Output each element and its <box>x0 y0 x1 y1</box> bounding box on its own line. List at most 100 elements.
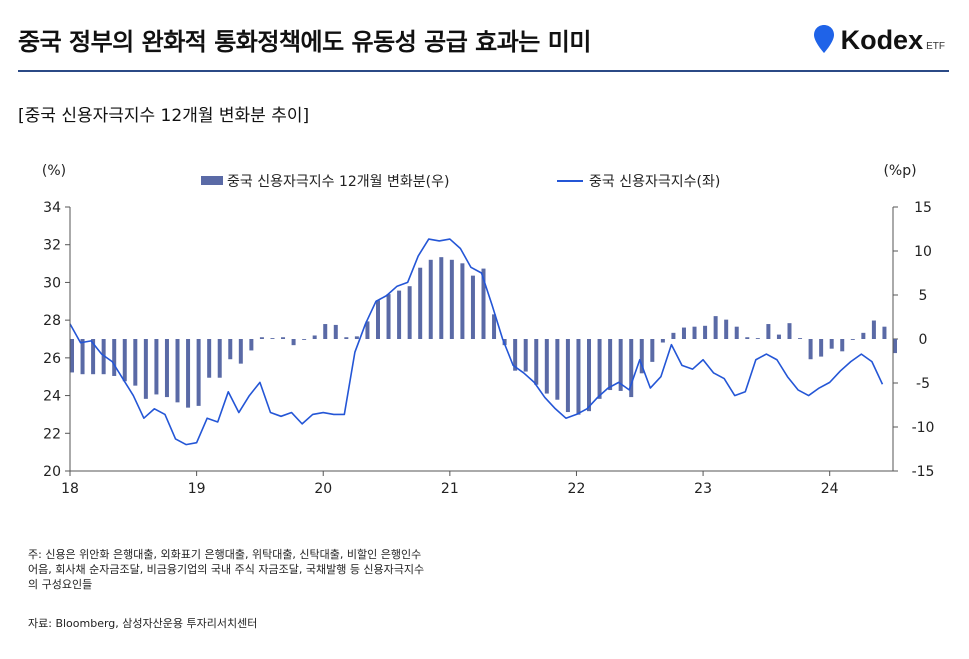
bar <box>365 321 370 339</box>
bar <box>861 332 866 339</box>
bar <box>291 339 296 346</box>
bar <box>798 338 803 339</box>
bar <box>196 339 201 406</box>
bar <box>101 339 106 375</box>
bar <box>597 339 602 399</box>
bar <box>650 339 655 362</box>
bar <box>576 339 581 415</box>
kodex-logo: Kodex ETF <box>813 24 945 54</box>
bar <box>871 320 876 339</box>
left-tick-label: 26 <box>43 351 61 367</box>
bar <box>344 337 349 339</box>
note-line: 주: 신용은 위안화 은행대출, 외화표기 은행대출, 위탁대출, 신탁대출, … <box>28 548 422 561</box>
right-axis-ticks: -15 -10 -5 0 5 10 15 <box>893 200 934 480</box>
bar <box>397 290 402 339</box>
bar <box>523 339 528 372</box>
right-tick-label: 10 <box>914 244 932 260</box>
left-tick-label: 24 <box>43 389 61 405</box>
note-line: 의 구성요인들 <box>28 578 93 591</box>
bar <box>175 339 180 403</box>
bar <box>893 339 897 354</box>
x-tick-label: 22 <box>568 481 586 497</box>
left-tick-label: 34 <box>43 200 61 216</box>
bar <box>787 323 792 339</box>
bar <box>354 336 359 339</box>
bar <box>238 339 243 364</box>
x-axis-ticks: 18 19 20 21 22 23 24 <box>61 471 839 497</box>
bar <box>386 294 391 339</box>
bar <box>660 339 665 343</box>
x-tick-label: 20 <box>314 481 332 497</box>
x-tick-label: 23 <box>694 481 712 497</box>
bar <box>734 326 739 339</box>
x-tick-label: 24 <box>821 481 839 497</box>
chart-source: 자료: Bloomberg, 삼성자산운용 투자리서치센터 <box>28 617 258 630</box>
bar <box>186 339 191 408</box>
page-title: 중국 정부의 완화적 통화정책에도 유동성 공급 효과는 미미 <box>18 28 591 56</box>
bar <box>671 332 676 339</box>
bar <box>281 337 286 339</box>
right-tick-label: 15 <box>914 200 932 216</box>
bar <box>439 257 444 339</box>
bar <box>312 335 317 339</box>
bar <box>513 339 518 371</box>
bar <box>428 259 433 339</box>
left-tick-label: 32 <box>43 238 61 254</box>
bar <box>840 339 845 352</box>
logo-text: Kodex <box>840 25 924 55</box>
bar <box>724 319 729 339</box>
bar <box>808 339 813 360</box>
bar <box>703 325 708 339</box>
legend-line-label: 중국 신용자극지수(좌) <box>589 174 720 190</box>
chart-note: 주: 신용은 위안화 은행대출, 외화표기 은행대출, 위탁대출, 신탁대출, … <box>28 547 424 592</box>
bar <box>70 339 74 373</box>
location-pin-icon <box>813 25 834 53</box>
bar <box>882 326 887 339</box>
bar <box>745 337 750 339</box>
right-tick-label: 5 <box>919 288 928 304</box>
bar <box>819 339 824 357</box>
left-tick-label: 20 <box>43 464 61 480</box>
left-tick-label: 22 <box>43 426 61 442</box>
bar <box>755 338 760 339</box>
bar <box>133 339 138 386</box>
bar <box>207 339 212 378</box>
bar <box>217 339 222 378</box>
bar <box>143 339 148 399</box>
bar <box>418 267 423 339</box>
bar <box>154 339 159 395</box>
bar <box>91 339 96 375</box>
note-line: 어음, 회사채 순자금조달, 비금융기업의 국내 주식 자금조달, 국채발행 등… <box>28 563 425 576</box>
right-tick-label: -15 <box>912 464 935 480</box>
bar <box>228 339 233 360</box>
bar <box>534 339 539 385</box>
bar <box>766 324 771 339</box>
legend-bar-swatch <box>201 176 223 185</box>
bar <box>249 339 254 351</box>
bar <box>555 339 560 400</box>
left-tick-label: 30 <box>43 275 61 291</box>
right-tick-label: -5 <box>916 376 930 392</box>
bar <box>449 259 454 339</box>
bar <box>692 326 697 339</box>
x-tick-label: 21 <box>441 481 459 497</box>
bar-series <box>70 257 897 415</box>
logo-suffix: ETF <box>926 41 945 52</box>
bar <box>681 327 686 339</box>
bar <box>639 339 644 374</box>
bar <box>270 338 275 339</box>
bar <box>776 334 781 339</box>
bar <box>587 339 592 412</box>
bar <box>460 263 465 339</box>
bar <box>259 337 264 339</box>
left-axis-ticks: 20 22 24 26 28 30 32 34 <box>43 200 70 480</box>
left-axis-unit: (%) <box>42 163 66 179</box>
bar <box>565 339 570 413</box>
chart-subtitle: [중국 신용자극지수 12개월 변화분 추이] <box>18 106 310 126</box>
legend: 중국 신용자극지수 12개월 변화분(우) 중국 신용자극지수(좌) <box>201 174 720 190</box>
bar <box>544 339 549 394</box>
x-tick-label: 19 <box>188 481 206 497</box>
line-series <box>69 238 884 446</box>
bar <box>629 339 634 398</box>
